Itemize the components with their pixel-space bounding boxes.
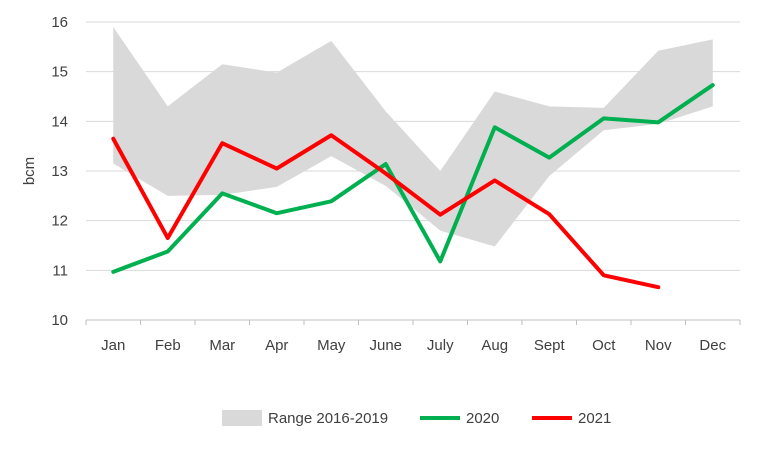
legend-label: 2020 (466, 410, 499, 427)
y-tick-label: 12 (51, 213, 68, 230)
range-band-area (113, 26, 713, 247)
x-tick-label: Mar (209, 337, 235, 354)
series-lines (111, 83, 715, 290)
x-tick-label: Aug (481, 337, 508, 354)
x-tick-label: June (369, 337, 402, 354)
x-tick-label: Sept (534, 337, 566, 354)
series-line-2021 (111, 133, 661, 290)
y-tick-label: 14 (51, 113, 68, 130)
legend-swatch-range (222, 410, 262, 426)
x-tick-label: Apr (265, 337, 288, 354)
x-tick-label: Jan (101, 337, 125, 354)
legend-label: Range 2016-2019 (268, 410, 388, 427)
x-tick-label: Oct (592, 337, 616, 354)
x-tick-label: Feb (155, 337, 181, 354)
y-tick-label: 15 (51, 64, 68, 81)
y-tick-label: 10 (51, 312, 68, 329)
y-tick-label: 13 (51, 163, 68, 180)
x-tick-label: Dec (699, 337, 726, 354)
y-tick-label: 11 (52, 262, 68, 279)
y-tick-label: 16 (51, 14, 68, 31)
legend-label: 2021 (578, 410, 611, 427)
y-axis-title: bcm (21, 157, 38, 185)
y-axis-ticks: 10 11 12 13 14 15 16 (51, 14, 68, 329)
series-line-2020 (111, 83, 715, 274)
x-tick-label: Nov (645, 337, 672, 354)
range-band (113, 26, 713, 247)
x-tick-label: July (427, 337, 454, 354)
legend: Range 2016-2019 2020 2021 (222, 410, 611, 427)
x-tick-label: May (317, 337, 346, 354)
x-axis-ticks: Jan Feb Mar Apr May June July Aug Sept Oct Nov Dec (85, 320, 741, 354)
